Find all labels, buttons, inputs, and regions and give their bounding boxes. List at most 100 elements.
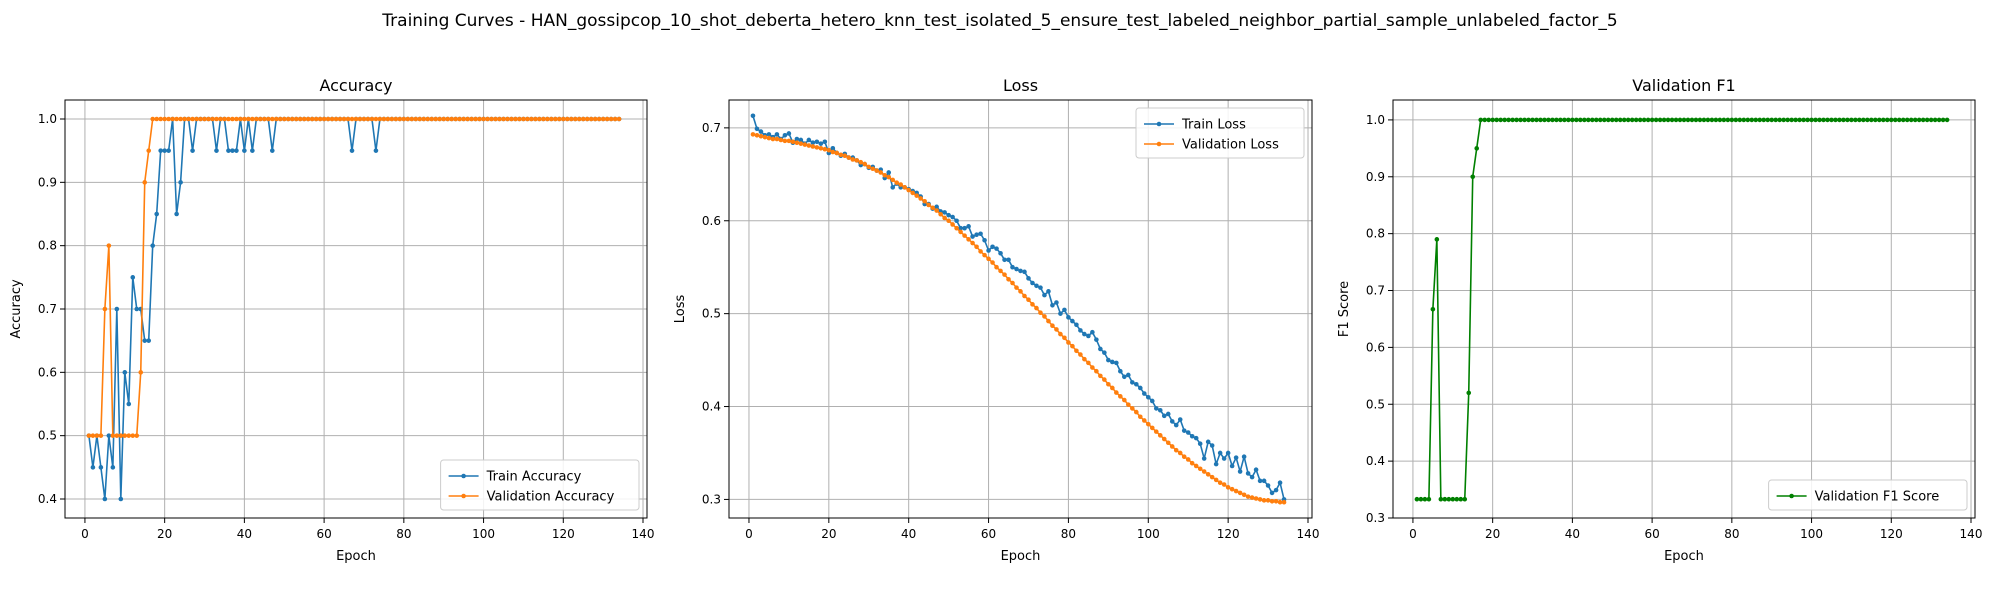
data-point bbox=[477, 116, 482, 122]
data-point bbox=[1586, 117, 1591, 123]
data-point bbox=[1141, 391, 1147, 396]
data-point bbox=[206, 116, 211, 122]
data-point bbox=[1450, 496, 1456, 502]
data-point bbox=[545, 116, 550, 122]
data-point bbox=[798, 137, 804, 143]
data-point bbox=[1482, 117, 1487, 123]
legend-swatch-marker bbox=[461, 493, 466, 499]
data-point bbox=[110, 465, 116, 470]
data-point bbox=[970, 240, 975, 246]
x-tick-label: 0 bbox=[81, 527, 89, 541]
x-tick-label: 20 bbox=[821, 527, 836, 541]
data-point bbox=[1594, 117, 1599, 123]
data-point bbox=[1090, 365, 1095, 370]
data-point bbox=[1165, 440, 1171, 446]
data-point bbox=[1717, 117, 1723, 123]
data-point bbox=[154, 211, 159, 217]
data-point bbox=[1161, 413, 1167, 419]
data-point bbox=[890, 185, 896, 190]
data-point bbox=[497, 116, 502, 122]
data-point bbox=[433, 116, 439, 122]
data-point bbox=[529, 116, 534, 122]
data-point bbox=[1201, 456, 1207, 461]
data-point bbox=[1066, 340, 1071, 345]
data-point bbox=[134, 433, 140, 438]
data-point bbox=[537, 116, 542, 122]
data-point bbox=[1193, 463, 1199, 469]
data-point bbox=[1582, 117, 1587, 123]
data-point bbox=[349, 148, 355, 153]
data-point bbox=[758, 133, 764, 139]
data-point bbox=[1002, 257, 1007, 263]
data-point bbox=[373, 148, 379, 153]
data-point bbox=[1773, 117, 1778, 123]
data-point bbox=[1446, 496, 1452, 502]
data-point bbox=[986, 248, 991, 253]
data-point bbox=[1209, 474, 1215, 480]
data-point bbox=[954, 225, 959, 231]
data-point bbox=[822, 146, 828, 152]
data-point bbox=[106, 433, 112, 438]
y-tick-label: 1.0 bbox=[38, 112, 57, 126]
data-point bbox=[1418, 496, 1424, 502]
data-point bbox=[974, 244, 979, 250]
data-point bbox=[1713, 117, 1719, 123]
data-point bbox=[750, 113, 756, 119]
data-point bbox=[1257, 497, 1263, 502]
data-point bbox=[794, 140, 800, 146]
data-point bbox=[1189, 460, 1195, 466]
data-point bbox=[766, 132, 772, 137]
data-point bbox=[285, 116, 291, 122]
data-point bbox=[250, 116, 255, 122]
data-point bbox=[254, 116, 259, 122]
data-point bbox=[1090, 329, 1095, 335]
data-point bbox=[146, 148, 152, 153]
data-point bbox=[814, 145, 820, 150]
data-point bbox=[162, 116, 167, 122]
y-axis-label: Loss bbox=[673, 295, 688, 324]
data-point bbox=[465, 116, 470, 122]
data-point bbox=[1597, 117, 1603, 123]
data-point bbox=[600, 116, 606, 122]
data-point bbox=[1062, 335, 1067, 341]
data-point bbox=[1793, 117, 1798, 123]
data-point bbox=[441, 116, 446, 122]
data-point bbox=[1010, 264, 1015, 270]
data-point bbox=[1185, 430, 1191, 435]
data-point bbox=[1273, 487, 1279, 493]
data-point bbox=[782, 132, 788, 138]
data-point bbox=[1765, 117, 1771, 123]
data-point bbox=[950, 214, 955, 220]
data-point bbox=[1145, 394, 1151, 400]
data-point bbox=[1153, 406, 1159, 411]
data-point bbox=[413, 116, 419, 122]
series-line bbox=[88, 118, 620, 437]
data-point bbox=[1534, 117, 1539, 123]
data-point bbox=[1245, 471, 1251, 476]
x-tick-label: 60 bbox=[981, 527, 996, 541]
y-tick-label: 0.4 bbox=[1366, 454, 1385, 468]
data-point bbox=[1733, 117, 1739, 123]
data-point bbox=[794, 136, 800, 142]
data-point bbox=[1002, 272, 1007, 277]
x-tick-label: 120 bbox=[1880, 527, 1903, 541]
data-point bbox=[1825, 117, 1830, 123]
data-point bbox=[898, 182, 904, 187]
data-point bbox=[1181, 454, 1187, 459]
data-point bbox=[509, 116, 514, 122]
data-point bbox=[186, 116, 191, 122]
legend: Train Loss Validation Loss bbox=[1135, 107, 1305, 159]
data-point bbox=[1098, 346, 1103, 352]
data-point bbox=[98, 433, 104, 438]
data-point bbox=[846, 155, 852, 160]
data-point bbox=[425, 116, 431, 122]
data-point bbox=[118, 433, 124, 438]
data-point bbox=[1114, 390, 1119, 395]
data-point bbox=[178, 116, 183, 122]
legend-label: Validation Loss bbox=[1182, 138, 1279, 153]
data-point bbox=[1137, 414, 1143, 420]
data-point bbox=[353, 116, 359, 122]
data-point bbox=[1066, 315, 1071, 320]
data-point bbox=[1601, 117, 1607, 123]
series-validation-f1-score bbox=[1414, 117, 1950, 502]
